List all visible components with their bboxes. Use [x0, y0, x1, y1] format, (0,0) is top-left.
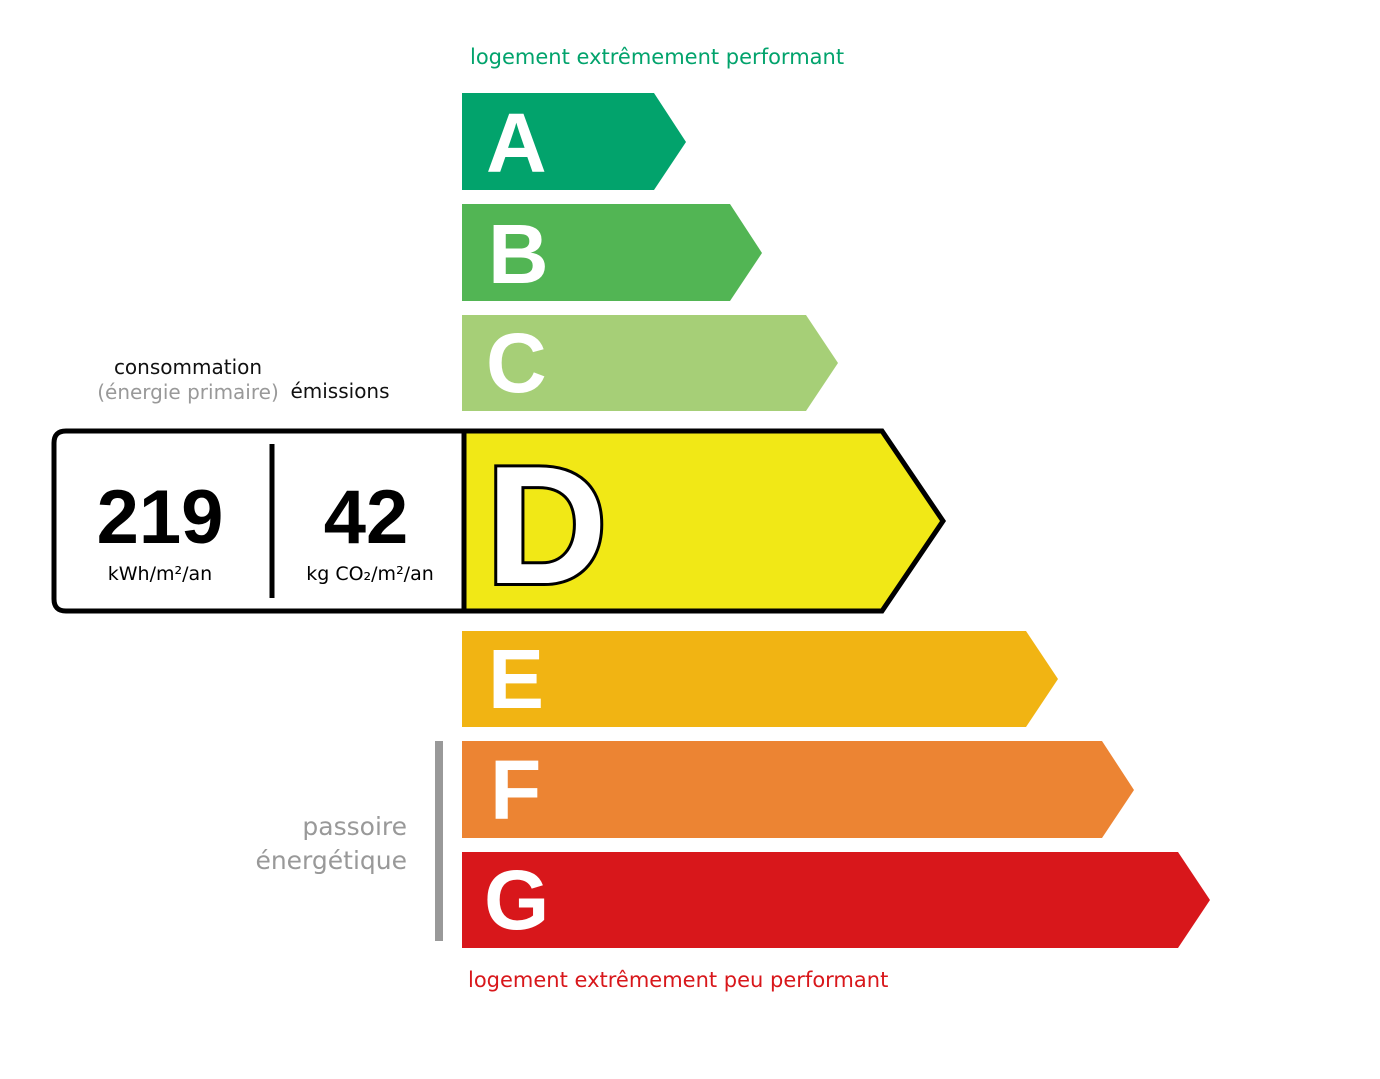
class-bar-f: F [462, 741, 1134, 838]
passoire-bracket [435, 741, 443, 941]
emissions-value: 42 [324, 475, 409, 560]
bar-shape [462, 315, 838, 411]
class-bar-b: B [462, 204, 762, 301]
emissions-header: émissions [290, 379, 389, 403]
bar-shape [462, 741, 1134, 838]
bar-shape [461, 428, 947, 614]
top-label: logement extrêmement performant [470, 45, 844, 69]
class-bar-g: G [462, 852, 1210, 948]
class-bar-c: C [462, 315, 838, 411]
current-class-letter: D [486, 431, 607, 619]
class-letter: C [486, 316, 547, 410]
passoire-label-line1: passoire [302, 812, 407, 841]
consumption-unit: kWh/m²/an [108, 563, 212, 585]
class-letter: G [484, 853, 549, 947]
emissions-unit: kg CO₂/m²/an [306, 563, 434, 585]
class-letter: B [488, 207, 549, 301]
class-bar-e: E [462, 631, 1058, 727]
consumption-subheader: (énergie primaire) [97, 380, 279, 404]
consumption-header: consommation [114, 355, 262, 379]
consumption-value: 219 [97, 475, 224, 560]
class-bar-a: A [462, 93, 686, 190]
class-letter: A [486, 96, 547, 190]
bar-shape [462, 852, 1210, 948]
bar-shape [462, 204, 762, 301]
bar-shape [462, 93, 686, 190]
current-class-box: D 219 kWh/m²/an 42 kg CO₂/m²/an [51, 428, 947, 622]
class-letter: E [488, 632, 544, 726]
class-letter: F [490, 743, 541, 837]
bar-shape [462, 631, 1058, 727]
bottom-label: logement extrêmement peu performant [468, 968, 888, 992]
passoire-label-line2: énergétique [255, 846, 407, 875]
